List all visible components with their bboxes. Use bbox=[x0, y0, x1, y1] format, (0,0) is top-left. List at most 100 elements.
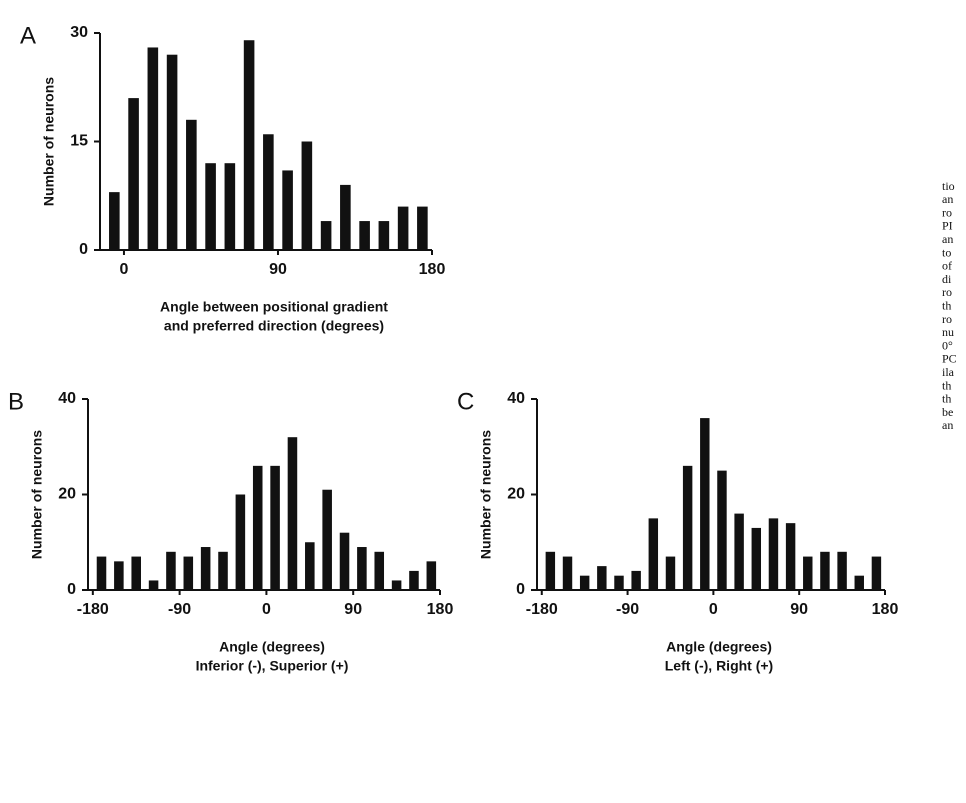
bar bbox=[235, 494, 246, 590]
bar bbox=[417, 206, 428, 250]
bar bbox=[682, 465, 693, 590]
x-tick-label: -180 bbox=[77, 601, 109, 618]
bar bbox=[409, 570, 419, 590]
bar bbox=[378, 221, 390, 250]
x-tick-label: 180 bbox=[419, 261, 446, 278]
bar bbox=[648, 518, 659, 590]
x-tick-label: -180 bbox=[526, 601, 558, 618]
bar bbox=[340, 184, 351, 250]
bar bbox=[109, 192, 120, 250]
y-tick-label: 0 bbox=[79, 241, 88, 258]
caption-fragment: ro bbox=[942, 205, 952, 219]
x-axis-label: Left (-), Right (+) bbox=[665, 658, 773, 674]
y-tick-label: 20 bbox=[507, 486, 525, 503]
caption-fragment: th bbox=[942, 392, 951, 406]
x-axis-label: Inferior (-), Superior (+) bbox=[196, 658, 349, 674]
bar bbox=[282, 170, 293, 250]
caption-fragment: nu bbox=[942, 325, 954, 339]
x-tick-label: 0 bbox=[262, 601, 271, 618]
bar bbox=[562, 556, 573, 590]
x-tick-label: -90 bbox=[616, 601, 639, 618]
panel-label: C bbox=[457, 388, 474, 415]
bar bbox=[147, 47, 159, 250]
panel-label: A bbox=[20, 22, 36, 49]
caption-fragment: tio bbox=[942, 179, 955, 193]
panel-label: B bbox=[8, 388, 24, 415]
bar bbox=[597, 566, 607, 590]
bar bbox=[166, 54, 178, 251]
caption-fragment: of bbox=[942, 259, 952, 273]
x-tick-label: 90 bbox=[269, 261, 287, 278]
bar bbox=[545, 551, 556, 590]
bar bbox=[305, 542, 315, 590]
bar bbox=[148, 580, 159, 590]
bar bbox=[820, 551, 830, 590]
caption-fragment: th bbox=[942, 378, 951, 392]
y-tick-label: 0 bbox=[67, 581, 76, 598]
bar bbox=[320, 221, 332, 250]
x-tick-label: 180 bbox=[427, 601, 454, 618]
caption-fragment: ro bbox=[942, 312, 952, 326]
x-tick-label: -90 bbox=[168, 601, 191, 618]
bar bbox=[131, 556, 141, 590]
bar bbox=[166, 551, 176, 590]
x-axis-label: Angle (degrees) bbox=[219, 639, 325, 655]
caption-fragment: to bbox=[942, 245, 951, 259]
bar bbox=[322, 489, 332, 590]
y-tick-label: 40 bbox=[507, 390, 525, 407]
bar bbox=[205, 163, 216, 250]
caption-fragment: ro bbox=[942, 285, 952, 299]
x-axis-label: Angle between positional gradient bbox=[160, 299, 388, 315]
bar bbox=[183, 556, 194, 590]
y-tick-label: 40 bbox=[58, 390, 76, 407]
bar bbox=[665, 556, 676, 590]
bar bbox=[871, 556, 882, 590]
caption-fragment: 0° bbox=[942, 338, 953, 352]
bar bbox=[200, 547, 211, 590]
y-tick-label: 15 bbox=[70, 133, 88, 150]
y-tick-label: 0 bbox=[516, 581, 525, 598]
bar bbox=[700, 418, 710, 590]
bar bbox=[785, 523, 796, 590]
bar bbox=[243, 40, 255, 250]
bar bbox=[614, 575, 624, 590]
caption-fragment: be bbox=[942, 405, 953, 419]
bar bbox=[357, 547, 367, 590]
x-tick-label: 0 bbox=[709, 601, 718, 618]
y-tick-label: 20 bbox=[58, 486, 76, 503]
bar bbox=[96, 556, 107, 590]
bar bbox=[186, 119, 197, 250]
bar bbox=[252, 465, 263, 590]
bar bbox=[397, 206, 409, 250]
caption-fragment: PC bbox=[942, 352, 957, 366]
bar bbox=[803, 556, 813, 590]
bar bbox=[128, 98, 139, 250]
bar bbox=[374, 551, 385, 590]
y-tick-label: 30 bbox=[70, 24, 88, 41]
bar bbox=[631, 570, 641, 590]
bar bbox=[114, 561, 124, 590]
y-axis-label: Number of neurons bbox=[478, 430, 494, 559]
x-axis-label: Angle (degrees) bbox=[666, 639, 772, 655]
bar bbox=[579, 575, 590, 590]
bar bbox=[751, 527, 762, 590]
bar bbox=[359, 221, 370, 250]
bar bbox=[391, 580, 402, 590]
x-tick-label: 180 bbox=[872, 601, 899, 618]
bar bbox=[717, 470, 727, 590]
bar bbox=[287, 437, 298, 590]
bar bbox=[734, 513, 744, 590]
caption-fragment: an bbox=[942, 232, 953, 246]
bar bbox=[218, 551, 228, 590]
bar bbox=[854, 575, 864, 590]
x-tick-label: 90 bbox=[344, 601, 362, 618]
bar bbox=[339, 532, 350, 590]
caption-fragment: an bbox=[942, 192, 953, 206]
bar bbox=[270, 465, 280, 590]
caption-fragment: ila bbox=[942, 365, 955, 379]
bar bbox=[263, 134, 274, 250]
caption-fragment: PI bbox=[942, 219, 953, 233]
x-tick-label: 90 bbox=[790, 601, 808, 618]
y-axis-label: Number of neurons bbox=[29, 430, 45, 559]
caption-fragment: an bbox=[942, 418, 953, 432]
